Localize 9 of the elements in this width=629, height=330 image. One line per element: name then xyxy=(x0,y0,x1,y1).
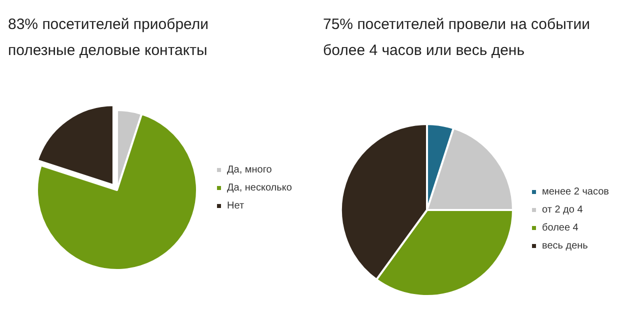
chart-title: 83% посетителей приобрели полезные деловые контакты xyxy=(8,15,210,61)
legend-label: более 4 xyxy=(542,222,579,234)
legend-label: менее 2 часов xyxy=(542,186,609,198)
legend-label: Нет xyxy=(227,200,244,212)
legend-label: Да, несколько xyxy=(227,182,292,194)
chart-title: 75% посетителей провели на событии более 4 часов или весь день xyxy=(323,15,591,61)
legend-label: от 2 до 4 xyxy=(542,204,584,216)
legend-label: весь день xyxy=(542,240,588,252)
legend-label: Да, много xyxy=(227,164,272,176)
